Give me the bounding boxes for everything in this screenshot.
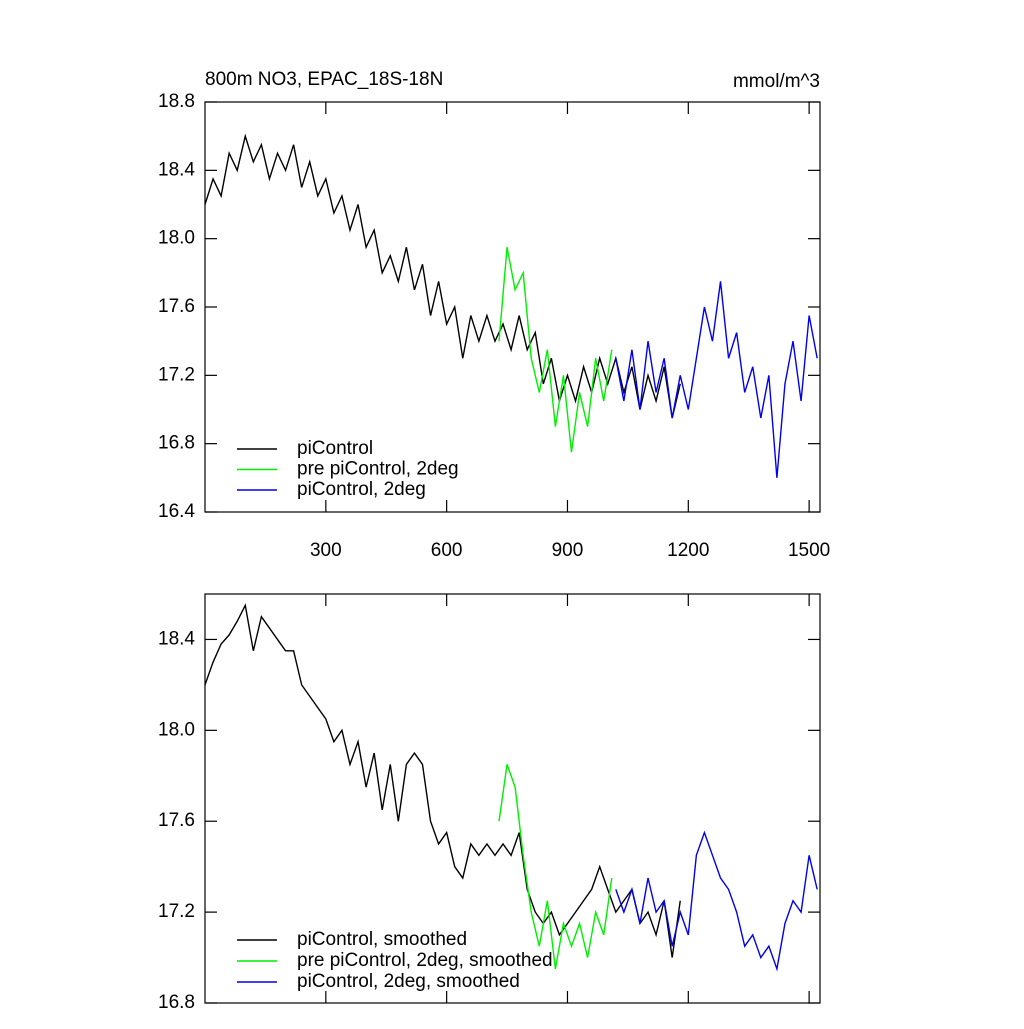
data-line: [204, 133, 681, 419]
plot-frame: [204, 593, 821, 1004]
legend-label: piControl, smoothed: [297, 929, 467, 950]
data-line: [204, 603, 681, 958]
legend-label: pre piControl, 2deg, smoothed: [297, 950, 553, 971]
x-tick-label: 1500: [788, 540, 830, 561]
y-tick-label: 16.4: [158, 501, 195, 522]
y-tick-label: 17.6: [158, 296, 195, 317]
y-tick-label: 17.2: [158, 364, 195, 385]
legend-label: piControl: [297, 438, 373, 459]
legend-label: piControl, 2deg: [297, 479, 426, 500]
y-tick-label: 17.6: [158, 810, 195, 831]
data-line: [615, 281, 818, 478]
data-line: [615, 830, 818, 972]
chart-title: 800m NO3, EPAC_18S-18N: [205, 69, 443, 90]
legend-label: piControl, 2deg, smoothed: [297, 971, 520, 992]
y-tick-label: 18.0: [158, 228, 195, 249]
data-line: [498, 764, 613, 970]
data-line: [498, 247, 613, 453]
x-tick-label: 600: [431, 540, 463, 561]
y-tick-label: 18.4: [158, 159, 195, 180]
y-tick-label: 17.2: [158, 901, 195, 922]
x-tick-label: 300: [310, 540, 342, 561]
x-tick-label: 900: [552, 540, 584, 561]
x-tick-label: 1200: [667, 540, 709, 561]
y-tick-label: 18.8: [158, 91, 195, 112]
legend-label: pre piControl, 2deg: [297, 459, 459, 480]
units-label: mmol/m^3: [733, 71, 820, 92]
y-tick-label: 18.4: [158, 628, 195, 649]
y-tick-label: 16.8: [158, 992, 195, 1013]
y-tick-label: 16.8: [158, 433, 195, 454]
y-tick-label: 18.0: [158, 719, 195, 740]
